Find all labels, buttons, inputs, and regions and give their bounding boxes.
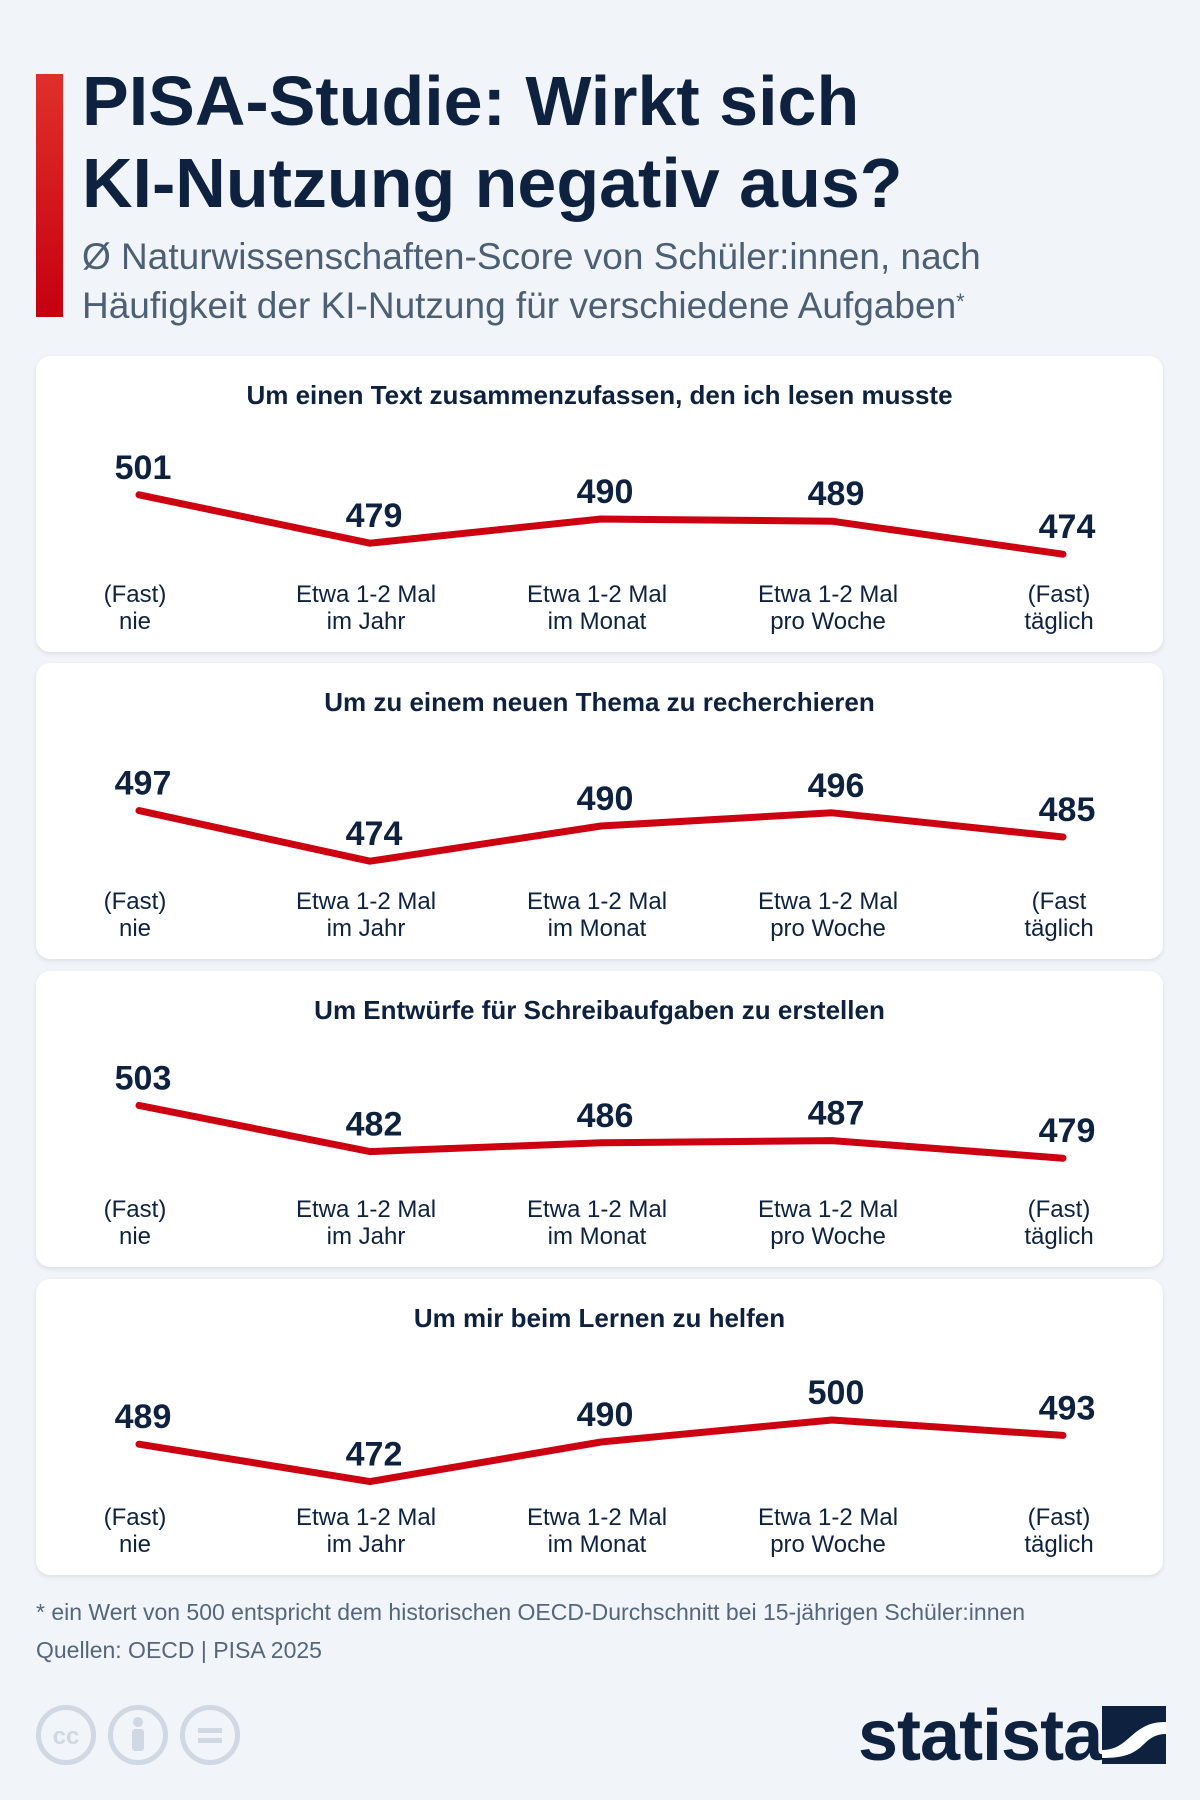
category-label-1-5-line-1: (Fast) [1028,581,1091,608]
svg-text:cc: cc [53,1723,80,1750]
category-label-3-2-line-1: Etwa 1-2 Mal [296,1196,436,1223]
category-label-1-2-line-1: Etwa 1-2 Mal [296,581,436,608]
page-title: PISA-Studie: Wirkt sich KI-Nutzung negat… [82,60,1162,224]
data-label-4-2: 472 [346,1436,403,1474]
nd-icon[interactable] [180,1705,240,1765]
series-line-3 [135,1101,1067,1162]
data-label-2-3: 490 [577,780,634,818]
series-line-1 [135,491,1067,558]
data-label-3-4: 487 [808,1095,865,1133]
page-subtitle: Ø Naturwissenschaften-Score von Schüler:… [82,232,1172,330]
data-label-1-3: 490 [577,473,634,511]
category-label-1-1-line-1: (Fast) [104,581,167,608]
chart-panel-3: Um Entwürfe für Schreibaufgaben zu erste… [36,971,1163,1267]
chart-title-1: Um einen Text zusammenzufassen, den ich … [246,380,953,410]
series-line-2 [135,807,1067,865]
category-label-2-3-line-2: im Monat [548,915,647,942]
data-label-2-4: 496 [808,767,865,805]
category-label-1-4-line-2: pro Woche [770,608,886,635]
statista-logo-icon [1102,1706,1166,1764]
data-label-1-4: 489 [808,475,865,513]
category-label-4-1-line-2: nie [119,1531,151,1558]
category-label-2-4-line-2: pro Woche [770,915,886,942]
category-label-1-3-line-1: Etwa 1-2 Mal [527,581,667,608]
data-label-3-2: 482 [346,1106,403,1144]
category-label-4-2-line-1: Etwa 1-2 Mal [296,1504,436,1531]
chart-title-4: Um mir beim Lernen zu helfen [413,1303,786,1333]
data-label-4-3: 490 [577,1396,634,1434]
category-label-2-4-line-1: Etwa 1-2 Mal [758,888,898,915]
chart-panel-1: Um einen Text zusammenzufassen, den ich … [36,356,1163,652]
category-label-3-4-line-2: pro Woche [770,1223,886,1250]
category-label-1-2-line-2: im Jahr [327,608,406,635]
sources: Quellen: OECD | PISA 2025 [36,1637,322,1663]
data-label-3-3: 486 [577,1097,634,1135]
category-label-3-3-line-1: Etwa 1-2 Mal [527,1196,667,1223]
data-label-3-5: 479 [1039,1112,1096,1150]
category-label-4-4-line-1: Etwa 1-2 Mal [758,1504,898,1531]
title-line-1: PISA-Studie: Wirkt sich [82,62,860,140]
data-label-1-1: 501 [115,449,172,487]
title-line-2: KI-Nutzung negativ aus? [82,144,903,222]
data-label-2-1: 497 [115,765,172,803]
category-label-3-1-line-2: nie [119,1223,151,1250]
category-label-2-5-line-2: täglich [1024,915,1093,942]
subtitle-line-2: Häufigkeit der KI-Nutzung für verschiede… [82,285,957,326]
data-label-1-5: 474 [1039,508,1096,546]
category-label-4-4-line-2: pro Woche [770,1531,886,1558]
statista-logo-text[interactable]: statista [858,1696,1103,1776]
data-label-4-5: 493 [1039,1389,1096,1427]
category-label-1-3-line-2: im Monat [548,608,647,635]
category-label-2-1-line-1: (Fast) [104,888,167,915]
data-label-2-5: 485 [1039,791,1096,829]
category-label-2-1-line-2: nie [119,915,151,942]
category-label-3-1-line-1: (Fast) [104,1196,167,1223]
category-label-1-1-line-2: nie [119,608,151,635]
subtitle-line-1: Ø Naturwissenschaften-Score von Schüler:… [82,236,981,277]
data-label-4-4: 500 [808,1374,865,1412]
category-label-3-5-line-1: (Fast) [1028,1196,1091,1223]
category-label-2-2-line-2: im Jahr [327,915,406,942]
accent-bar [36,74,63,317]
data-label-3-1: 503 [115,1059,172,1097]
category-label-2-2-line-1: Etwa 1-2 Mal [296,888,436,915]
series-line-4 [135,1416,1067,1486]
subtitle-footnote-mark: * [956,289,965,314]
category-label-4-5-line-1: (Fast) [1028,1504,1091,1531]
by-icon[interactable] [108,1705,168,1765]
category-label-1-5-line-2: täglich [1024,608,1093,635]
category-label-1-4-line-1: Etwa 1-2 Mal [758,581,898,608]
cc-icon[interactable]: cc [36,1705,96,1765]
footnote: * ein Wert von 500 entspricht dem histor… [36,1599,1026,1625]
category-label-2-5-line-1: (Fast [1032,888,1087,915]
category-label-4-3-line-1: Etwa 1-2 Mal [527,1504,667,1531]
chart-panel-4: Um mir beim Lernen zu helfen 489 472 490 50… [36,1279,1163,1575]
category-label-2-3-line-1: Etwa 1-2 Mal [527,888,667,915]
category-label-4-5-line-2: täglich [1024,1531,1093,1558]
data-label-1-2: 479 [346,497,403,535]
chart-panel-2: Um zu einem neuen Thema zu recherchieren… [36,663,1163,959]
category-label-3-2-line-2: im Jahr [327,1223,406,1250]
chart-title-2: Um zu einem neuen Thema zu recherchieren [324,687,875,717]
category-label-3-5-line-2: täglich [1024,1223,1093,1250]
category-label-3-3-line-2: im Monat [548,1223,647,1250]
category-label-4-1-line-1: (Fast) [104,1504,167,1531]
data-label-4-1: 489 [115,1398,172,1436]
category-label-3-4-line-1: Etwa 1-2 Mal [758,1196,898,1223]
category-label-4-2-line-2: im Jahr [327,1531,406,1558]
chart-title-3: Um Entwürfe für Schreibaufgaben zu erste… [314,995,885,1025]
data-label-2-2: 474 [346,815,403,853]
category-label-4-3-line-2: im Monat [548,1531,647,1558]
